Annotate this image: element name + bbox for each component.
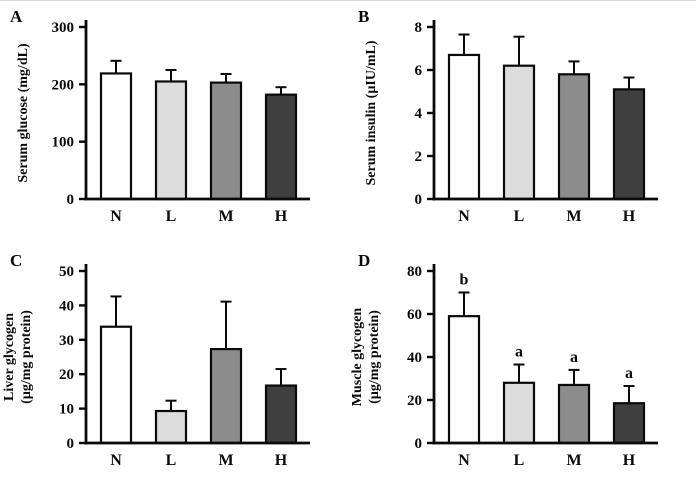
x-category-label: N (458, 208, 470, 225)
x-category-label: H (623, 452, 636, 469)
x-category-label: N (458, 452, 470, 469)
panel-letter: D (358, 251, 370, 270)
y-tick-label: 200 (52, 77, 75, 93)
bar-L (154, 80, 188, 201)
bar-N (99, 325, 133, 445)
y-axis-label: Liver glycogen (2, 313, 17, 401)
x-category-label: H (623, 208, 636, 225)
y-axis-label: Muscle glycogen (350, 308, 365, 407)
bar-H (612, 88, 646, 201)
chart-C: C Liver glycogen (µg/mg protein) 0 10 20 30 40 5… (2, 251, 310, 469)
significance-letter: a (515, 344, 523, 361)
significance-letter: b (460, 272, 469, 289)
y-tick-label: 8 (415, 20, 423, 36)
y-tick-label: 40 (59, 298, 74, 314)
panel-a-serum-glucose: A Serum glucose (mg/dL) 0 100 200 300 N L M H (0, 1, 348, 245)
y-tick-label: 40 (407, 350, 422, 366)
y-tick-label: 0 (67, 436, 75, 452)
x-category-label: M (218, 452, 233, 469)
y-tick-label: 0 (415, 436, 423, 452)
chart-B: B Serum insulin (µIU/mL) 0 2 4 6 8 N L M H (358, 7, 658, 225)
y-tick-label: 50 (59, 264, 74, 280)
chart-A: A Serum glucose (mg/dL) 0 100 200 300 N L M H (10, 7, 310, 225)
y-tick-label: 10 (59, 402, 74, 418)
x-category-label: M (566, 452, 581, 469)
y-axis-label: Serum insulin (µIU/mL) (364, 40, 379, 185)
y-tick-label: 30 (59, 333, 74, 349)
y-tick-label: 300 (52, 20, 75, 36)
bar-H (264, 93, 298, 201)
x-category-label: M (566, 208, 581, 225)
y-tick-label: 60 (407, 307, 422, 323)
bar-H (612, 402, 646, 445)
y-axis-label: (µg/mg protein) (367, 310, 382, 404)
y-tick-label: 20 (407, 393, 422, 409)
y-axis-label: Serum glucose (mg/dL) (16, 43, 31, 183)
panel-d-muscle-glycogen: D Muscle glycogen (µg/mg protein) 0 20 40 60 80… (348, 245, 696, 489)
x-category-label: L (166, 208, 177, 225)
bar-H (264, 384, 298, 445)
bar-L (154, 409, 188, 445)
x-category-label: N (110, 452, 122, 469)
y-tick-label: 0 (67, 192, 75, 208)
x-category-label: L (514, 208, 525, 225)
panel-letter: B (358, 7, 369, 26)
x-category-label: N (110, 208, 122, 225)
y-tick-label: 0 (415, 192, 423, 208)
bar-N (99, 72, 133, 201)
bar-M (209, 81, 243, 201)
y-tick-label: 2 (415, 149, 423, 165)
bar-M (557, 73, 591, 201)
x-category-label: L (514, 452, 525, 469)
y-tick-label: 6 (415, 63, 423, 79)
bar-L (502, 64, 536, 201)
bar-M (209, 347, 243, 445)
panel-letter: C (10, 251, 22, 270)
significance-letter: a (625, 365, 633, 382)
y-tick-label: 80 (407, 264, 422, 280)
panel-letter: A (10, 7, 23, 26)
panel-c-liver-glycogen: C Liver glycogen (µg/mg protein) 0 10 20 30 40 5… (0, 245, 348, 489)
y-tick-label: 4 (415, 106, 423, 122)
bar-N (447, 315, 481, 445)
y-tick-label: 20 (59, 367, 74, 383)
chart-D: D Muscle glycogen (µg/mg protein) 0 20 40 60 80… (350, 251, 658, 469)
x-category-label: H (275, 208, 288, 225)
x-category-label: H (275, 452, 288, 469)
y-axis-label: (µg/mg protein) (19, 310, 34, 404)
bar-N (447, 53, 481, 201)
significance-letter: a (570, 349, 578, 366)
panel-b-serum-insulin: B Serum insulin (µIU/mL) 0 2 4 6 8 N L M H (348, 1, 696, 245)
bar-M (557, 383, 591, 445)
x-category-label: L (166, 452, 177, 469)
x-category-label: M (218, 208, 233, 225)
bar-L (502, 381, 536, 445)
y-tick-label: 100 (52, 135, 75, 151)
